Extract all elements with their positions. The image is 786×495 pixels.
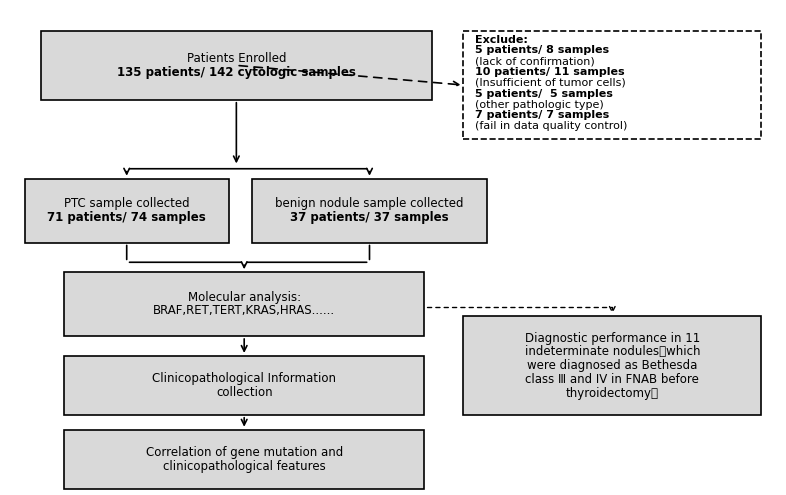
Text: thyroidectomy）: thyroidectomy） xyxy=(566,387,659,399)
FancyBboxPatch shape xyxy=(25,179,229,243)
FancyBboxPatch shape xyxy=(41,31,432,100)
Text: 135 patients/ 142 cytologic samples: 135 patients/ 142 cytologic samples xyxy=(117,66,356,79)
Text: 5 patients/  5 samples: 5 patients/ 5 samples xyxy=(476,89,613,99)
Text: collection: collection xyxy=(216,386,273,398)
Text: were diagnosed as Bethesda: were diagnosed as Bethesda xyxy=(527,359,697,372)
FancyBboxPatch shape xyxy=(64,430,424,489)
Text: Clinicopathological Information: Clinicopathological Information xyxy=(152,372,336,385)
Text: class Ⅲ and IV in FNAB before: class Ⅲ and IV in FNAB before xyxy=(525,373,700,386)
Text: Diagnostic performance in 11: Diagnostic performance in 11 xyxy=(525,332,700,345)
FancyBboxPatch shape xyxy=(64,356,424,415)
Text: (fail in data quality control): (fail in data quality control) xyxy=(476,121,627,131)
Text: (other pathologic type): (other pathologic type) xyxy=(476,99,604,109)
FancyBboxPatch shape xyxy=(464,316,761,415)
FancyBboxPatch shape xyxy=(252,179,487,243)
FancyBboxPatch shape xyxy=(464,31,761,139)
Text: Patients Enrolled: Patients Enrolled xyxy=(186,52,286,65)
Text: 5 patients/ 8 samples: 5 patients/ 8 samples xyxy=(476,46,609,55)
Text: 7 patients/ 7 samples: 7 patients/ 7 samples xyxy=(476,110,609,120)
Text: indeterminate nodules（which: indeterminate nodules（which xyxy=(524,346,700,358)
FancyBboxPatch shape xyxy=(64,272,424,336)
Text: (Insufficient of tumor cells): (Insufficient of tumor cells) xyxy=(476,78,626,88)
Text: clinicopathological features: clinicopathological features xyxy=(163,459,325,473)
Text: Molecular analysis:: Molecular analysis: xyxy=(188,291,301,304)
Text: 10 patients/ 11 samples: 10 patients/ 11 samples xyxy=(476,67,625,77)
Text: BRAF,RET,TERT,KRAS,HRAS......: BRAF,RET,TERT,KRAS,HRAS...... xyxy=(153,304,336,317)
Text: benign nodule sample collected: benign nodule sample collected xyxy=(275,197,464,210)
Text: Correlation of gene mutation and: Correlation of gene mutation and xyxy=(145,446,343,459)
Text: Exclude:: Exclude: xyxy=(476,35,528,45)
Text: (lack of confirmation): (lack of confirmation) xyxy=(476,56,595,66)
Text: 37 patients/ 37 samples: 37 patients/ 37 samples xyxy=(290,211,449,224)
Text: PTC sample collected: PTC sample collected xyxy=(64,197,189,210)
Text: 71 patients/ 74 samples: 71 patients/ 74 samples xyxy=(47,211,206,224)
